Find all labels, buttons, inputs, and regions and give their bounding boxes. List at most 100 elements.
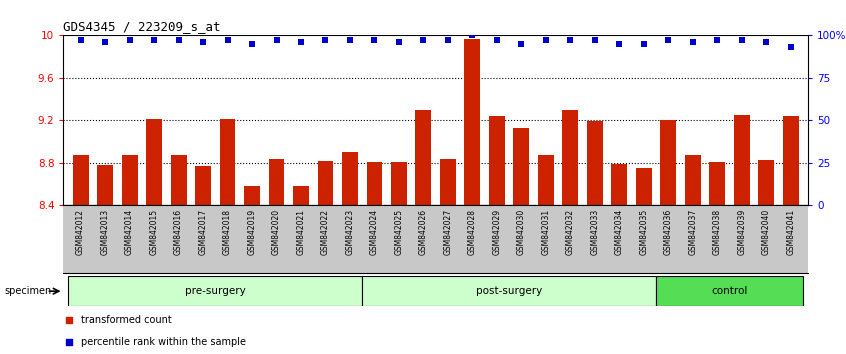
Point	[270, 38, 283, 43]
Point	[260, 232, 273, 237]
Point	[514, 41, 528, 47]
Bar	[489, 116, 505, 205]
Bar	[69, 276, 362, 306]
Text: post-surgery: post-surgery	[476, 286, 542, 296]
Point	[260, 39, 273, 44]
Text: GSM842029: GSM842029	[492, 209, 502, 255]
Text: GSM842028: GSM842028	[468, 209, 477, 255]
Point	[588, 38, 602, 43]
Text: GSM842037: GSM842037	[689, 209, 697, 255]
Text: GSM842020: GSM842020	[272, 209, 281, 255]
Text: GSM842021: GSM842021	[296, 209, 305, 255]
Text: GSM842017: GSM842017	[199, 209, 207, 255]
Text: GSM842032: GSM842032	[566, 209, 575, 255]
Text: specimen: specimen	[4, 286, 52, 296]
Text: GSM842022: GSM842022	[321, 209, 330, 255]
Text: GSM842040: GSM842040	[761, 209, 771, 255]
Point	[74, 38, 87, 43]
Text: GSM842025: GSM842025	[394, 209, 404, 255]
Bar	[661, 120, 676, 205]
Point	[490, 38, 503, 43]
Point	[662, 38, 675, 43]
Bar	[758, 160, 774, 205]
Text: GSM842012: GSM842012	[76, 209, 85, 255]
Bar	[268, 159, 284, 205]
Bar	[464, 39, 481, 205]
Bar	[171, 155, 186, 205]
Text: transformed count: transformed count	[81, 315, 172, 325]
Bar	[342, 152, 358, 205]
Bar	[685, 155, 700, 205]
Point	[735, 38, 749, 43]
Bar	[97, 165, 113, 205]
Point	[417, 38, 431, 43]
Bar	[612, 164, 628, 205]
Point	[172, 38, 185, 43]
Text: GSM842035: GSM842035	[640, 209, 648, 255]
Text: GSM842030: GSM842030	[517, 209, 526, 255]
Text: GDS4345 / 223209_s_at: GDS4345 / 223209_s_at	[63, 20, 221, 33]
Text: GSM842026: GSM842026	[419, 209, 428, 255]
Bar	[709, 162, 725, 205]
Point	[784, 45, 798, 50]
Point	[319, 38, 332, 43]
Point	[613, 41, 626, 47]
Bar	[122, 155, 138, 205]
Point	[221, 38, 234, 43]
Text: GSM842034: GSM842034	[615, 209, 624, 255]
Point	[368, 38, 382, 43]
Point	[98, 39, 112, 45]
Bar	[146, 119, 162, 205]
Bar	[317, 161, 333, 205]
Text: GSM842016: GSM842016	[174, 209, 183, 255]
Point	[123, 38, 136, 43]
Bar	[73, 155, 89, 205]
Text: GSM842033: GSM842033	[591, 209, 599, 255]
Point	[686, 39, 700, 45]
Bar	[440, 159, 456, 205]
Point	[393, 39, 406, 45]
Bar	[293, 186, 309, 205]
Bar	[195, 166, 211, 205]
Point	[465, 33, 479, 38]
Point	[441, 38, 454, 43]
Bar	[783, 116, 799, 205]
Text: pre-surgery: pre-surgery	[185, 286, 245, 296]
Text: percentile rank within the sample: percentile rank within the sample	[81, 337, 246, 347]
Text: GSM842041: GSM842041	[786, 209, 795, 255]
Bar	[415, 110, 431, 205]
Bar	[220, 119, 235, 205]
Text: GSM842013: GSM842013	[101, 209, 110, 255]
Point	[711, 38, 724, 43]
Text: GSM842036: GSM842036	[664, 209, 673, 255]
Point	[294, 39, 308, 45]
Point	[760, 39, 773, 45]
Bar	[514, 128, 530, 205]
Bar	[362, 276, 656, 306]
Bar	[244, 186, 260, 205]
Point	[196, 39, 210, 45]
Bar	[391, 162, 407, 205]
Point	[563, 38, 577, 43]
Bar	[636, 168, 651, 205]
Text: GSM842027: GSM842027	[443, 209, 453, 255]
Text: GSM842038: GSM842038	[713, 209, 722, 255]
Text: GSM842014: GSM842014	[125, 209, 134, 255]
Text: GSM842039: GSM842039	[738, 209, 746, 255]
Text: GSM842031: GSM842031	[541, 209, 551, 255]
Bar	[538, 155, 554, 205]
Point	[343, 38, 357, 43]
Text: GSM842024: GSM842024	[370, 209, 379, 255]
Point	[539, 38, 552, 43]
Point	[245, 41, 259, 47]
Text: GSM842019: GSM842019	[248, 209, 256, 255]
Bar	[733, 115, 750, 205]
Text: control: control	[711, 286, 748, 296]
Bar	[587, 121, 603, 205]
Text: GSM842018: GSM842018	[223, 209, 232, 255]
Bar	[656, 276, 803, 306]
Bar	[366, 162, 382, 205]
Text: GSM842015: GSM842015	[150, 209, 158, 255]
Point	[637, 41, 651, 47]
Text: GSM842023: GSM842023	[345, 209, 354, 255]
